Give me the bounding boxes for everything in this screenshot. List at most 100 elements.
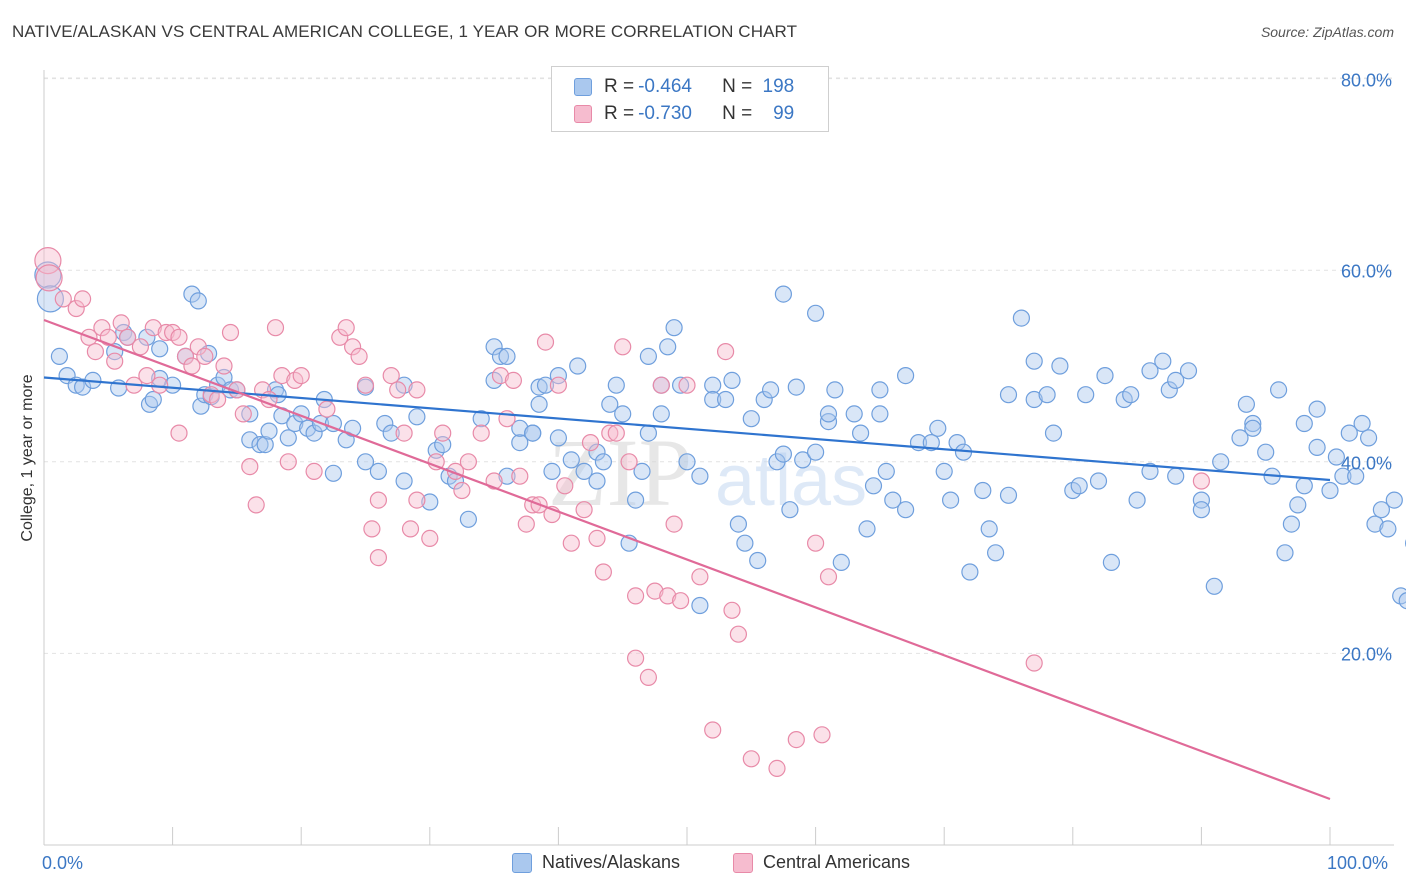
natives-point [1167,467,1185,485]
natives-point [1237,395,1256,413]
natives-point [498,467,516,485]
natives-point [421,493,439,511]
central-point [659,587,677,605]
natives-point [50,347,69,365]
natives-point [36,285,65,313]
central-point [93,319,111,337]
natives-point [999,486,1018,504]
natives-point [1295,414,1313,433]
central-point [556,477,574,495]
natives-point [251,436,269,454]
natives-point [1070,477,1088,495]
natives-point [678,453,696,471]
natives-point [929,419,947,437]
natives-point [256,436,274,454]
central-point [562,534,580,552]
natives-point [691,596,709,615]
natives-point [974,481,992,500]
natives-point [260,422,278,440]
natives-point [1089,472,1108,490]
natives-point [806,443,825,461]
central-point [678,376,696,394]
legend-r-value: -0.730 [638,103,692,124]
natives-point [395,472,413,490]
natives-point [826,381,844,399]
natives-point [761,381,780,399]
natives-point [189,292,207,310]
natives-point [1077,386,1095,404]
natives-point [1392,587,1406,605]
central-point [273,367,291,385]
central-point [369,548,387,567]
natives-point [511,434,529,452]
central-point [157,323,175,342]
central-point [729,625,748,643]
x-tick-100: 100.0% [1327,853,1389,873]
natives-point [980,520,998,538]
central-point [389,381,407,399]
central-point [292,367,310,385]
central-point [318,400,336,418]
central-point [54,290,72,308]
natives-point [183,285,201,303]
x-tick-0: 0.0% [42,853,84,873]
natives-point [851,424,870,442]
central-point [517,515,535,533]
natives-point [1141,462,1159,480]
natives-point [819,405,838,423]
natives-point [1122,386,1140,404]
natives-point [941,491,960,509]
natives-point [1359,429,1378,447]
natives-point [1025,352,1043,370]
central-point [723,601,741,619]
central-point [646,582,664,600]
bottom-legend-natives-label: Natives/Alaskans [542,852,681,872]
natives-point [549,429,568,447]
natives-point [781,501,799,519]
central-point [369,491,387,509]
bottom-swatch-central [733,852,753,873]
natives-point [774,285,793,303]
natives-point [569,357,587,375]
chart-title: NATIVE/ALASKAN VS CENTRAL AMERICAN COLLE… [12,22,798,41]
natives-point [614,405,632,423]
natives-point [1051,357,1069,375]
central-point [234,405,252,423]
natives-point [1334,467,1352,485]
central-point [626,649,645,667]
central-point [819,568,838,586]
natives-point [241,405,259,423]
central-point [408,491,426,509]
central-point [813,726,831,744]
central-point [626,587,645,605]
central-point [131,338,149,356]
central-point [665,515,683,533]
central-point [408,381,426,399]
natives-point [1192,491,1211,509]
central-point [382,367,400,385]
natives-point [286,414,304,433]
central-point [221,323,240,342]
central-point [99,328,117,346]
natives-point [723,371,741,389]
natives-point [896,367,915,385]
legend-row-natives: R = -0.464 N = 198 [574,74,794,100]
natives-point [491,347,510,365]
natives-point [633,462,651,480]
central-point [176,347,195,365]
legend-r-label: R = [604,103,635,124]
series-central-points [34,247,1211,778]
central-point [395,424,413,442]
central-point [594,563,613,581]
central-point [652,376,670,394]
natives-point [356,453,375,471]
central-point [601,424,619,442]
natives-point [498,347,516,365]
central-point [86,343,105,361]
y-tick-40: 40.0% [1340,453,1392,474]
series-natives-points [34,261,1406,615]
natives-point [1340,424,1358,442]
natives-point [858,520,876,538]
natives-point [382,424,400,442]
